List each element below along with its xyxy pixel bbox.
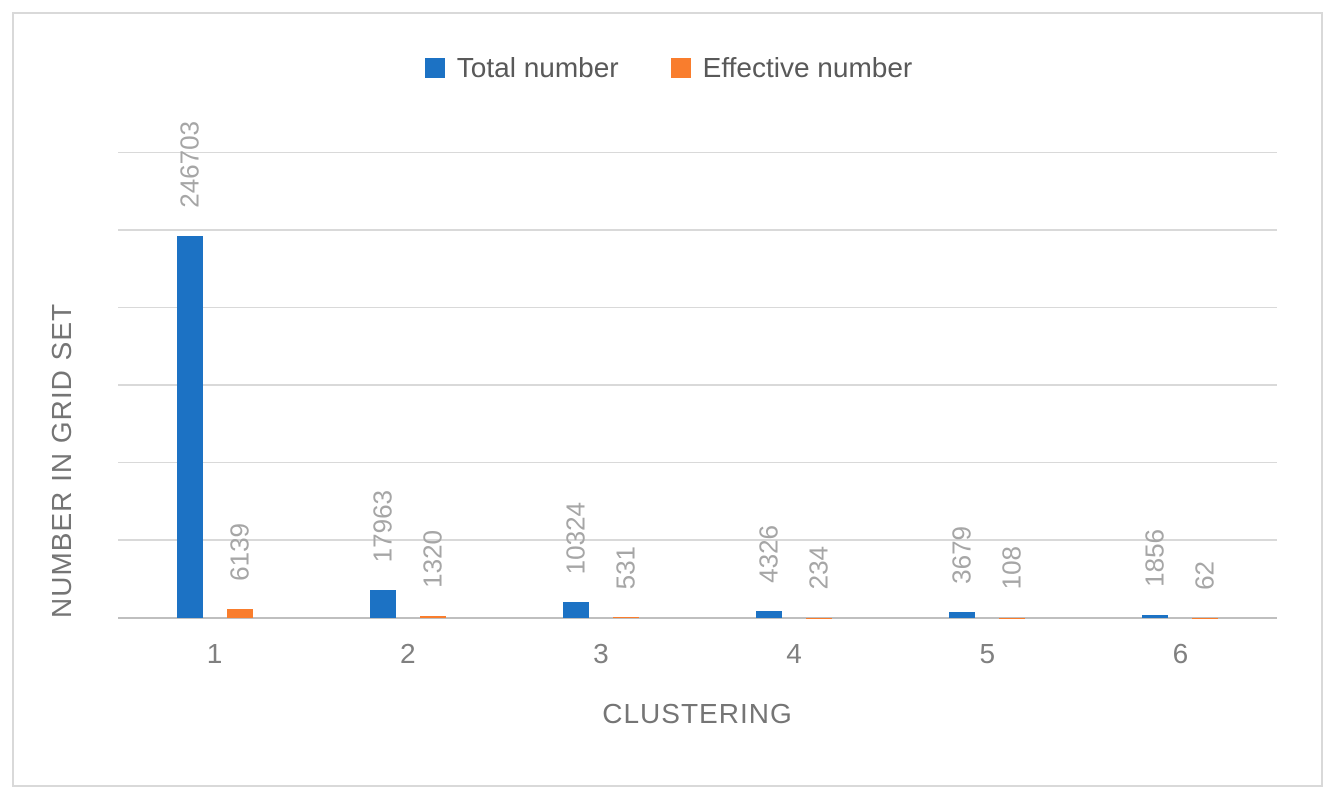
bar-total-number-cat-6 [1142, 615, 1169, 618]
legend: Total number Effective number [0, 54, 1337, 82]
x-tick-label-5: 5 [979, 638, 996, 669]
legend-item-effective-number: Effective number [670, 52, 913, 83]
chart-border [12, 12, 1323, 787]
bar-effective-number-cat-1 [226, 608, 253, 618]
bar-effective-number-cat-3 [612, 617, 639, 618]
data-label: 10324 [560, 501, 591, 574]
x-tick-label-6: 6 [1172, 638, 1189, 669]
gridline [118, 306, 1277, 308]
gridline [118, 461, 1277, 463]
data-label: 531 [610, 545, 641, 590]
data-label: 1856 [1140, 529, 1171, 588]
data-label: 3679 [946, 526, 977, 585]
data-label: 1320 [417, 530, 448, 588]
data-label: 246703 [174, 120, 205, 208]
x-tick-label-1: 1 [206, 638, 223, 669]
legend-swatch-total-number-icon [424, 58, 445, 78]
bar-total-number-cat-2 [369, 590, 396, 618]
x-tick-label-4: 4 [786, 638, 802, 669]
y-axis-title: NUMBER IN GRID SET [46, 302, 77, 618]
bar-effective-number-cat-2 [419, 615, 446, 618]
gridline [118, 229, 1277, 231]
legend-item-total-number: Total number [424, 52, 619, 83]
gridline [118, 539, 1277, 541]
legend-label-total-number: Total number [456, 52, 619, 83]
legend-label-effective-number: Effective number [702, 52, 913, 83]
bar-total-number-cat-3 [562, 602, 589, 618]
x-axis-line [118, 617, 1277, 619]
plot-area: 246703 17963 10324 4326 3679 1856 6139 1320 531 2… [118, 121, 1277, 619]
bar-total-number-cat-5 [949, 612, 976, 618]
x-tick-label-3: 3 [593, 638, 609, 669]
bar-total-number-cat-1 [176, 235, 203, 618]
data-label: 108 [996, 546, 1027, 590]
data-label: 234 [803, 546, 834, 590]
gridline [118, 151, 1277, 153]
data-label: 6139 [224, 522, 255, 581]
x-axis-tick-labels: 1 2 3 4 5 6 [118, 640, 1277, 680]
x-tick-label-2: 2 [399, 638, 416, 669]
data-label: 17963 [367, 489, 398, 563]
legend-swatch-effective-number-icon [670, 58, 691, 78]
data-label: 4326 [753, 525, 784, 584]
x-axis-title: CLUSTERING [602, 698, 793, 729]
gridline [118, 384, 1277, 386]
data-label: 62 [1190, 560, 1221, 590]
bar-total-number-cat-4 [756, 611, 783, 618]
